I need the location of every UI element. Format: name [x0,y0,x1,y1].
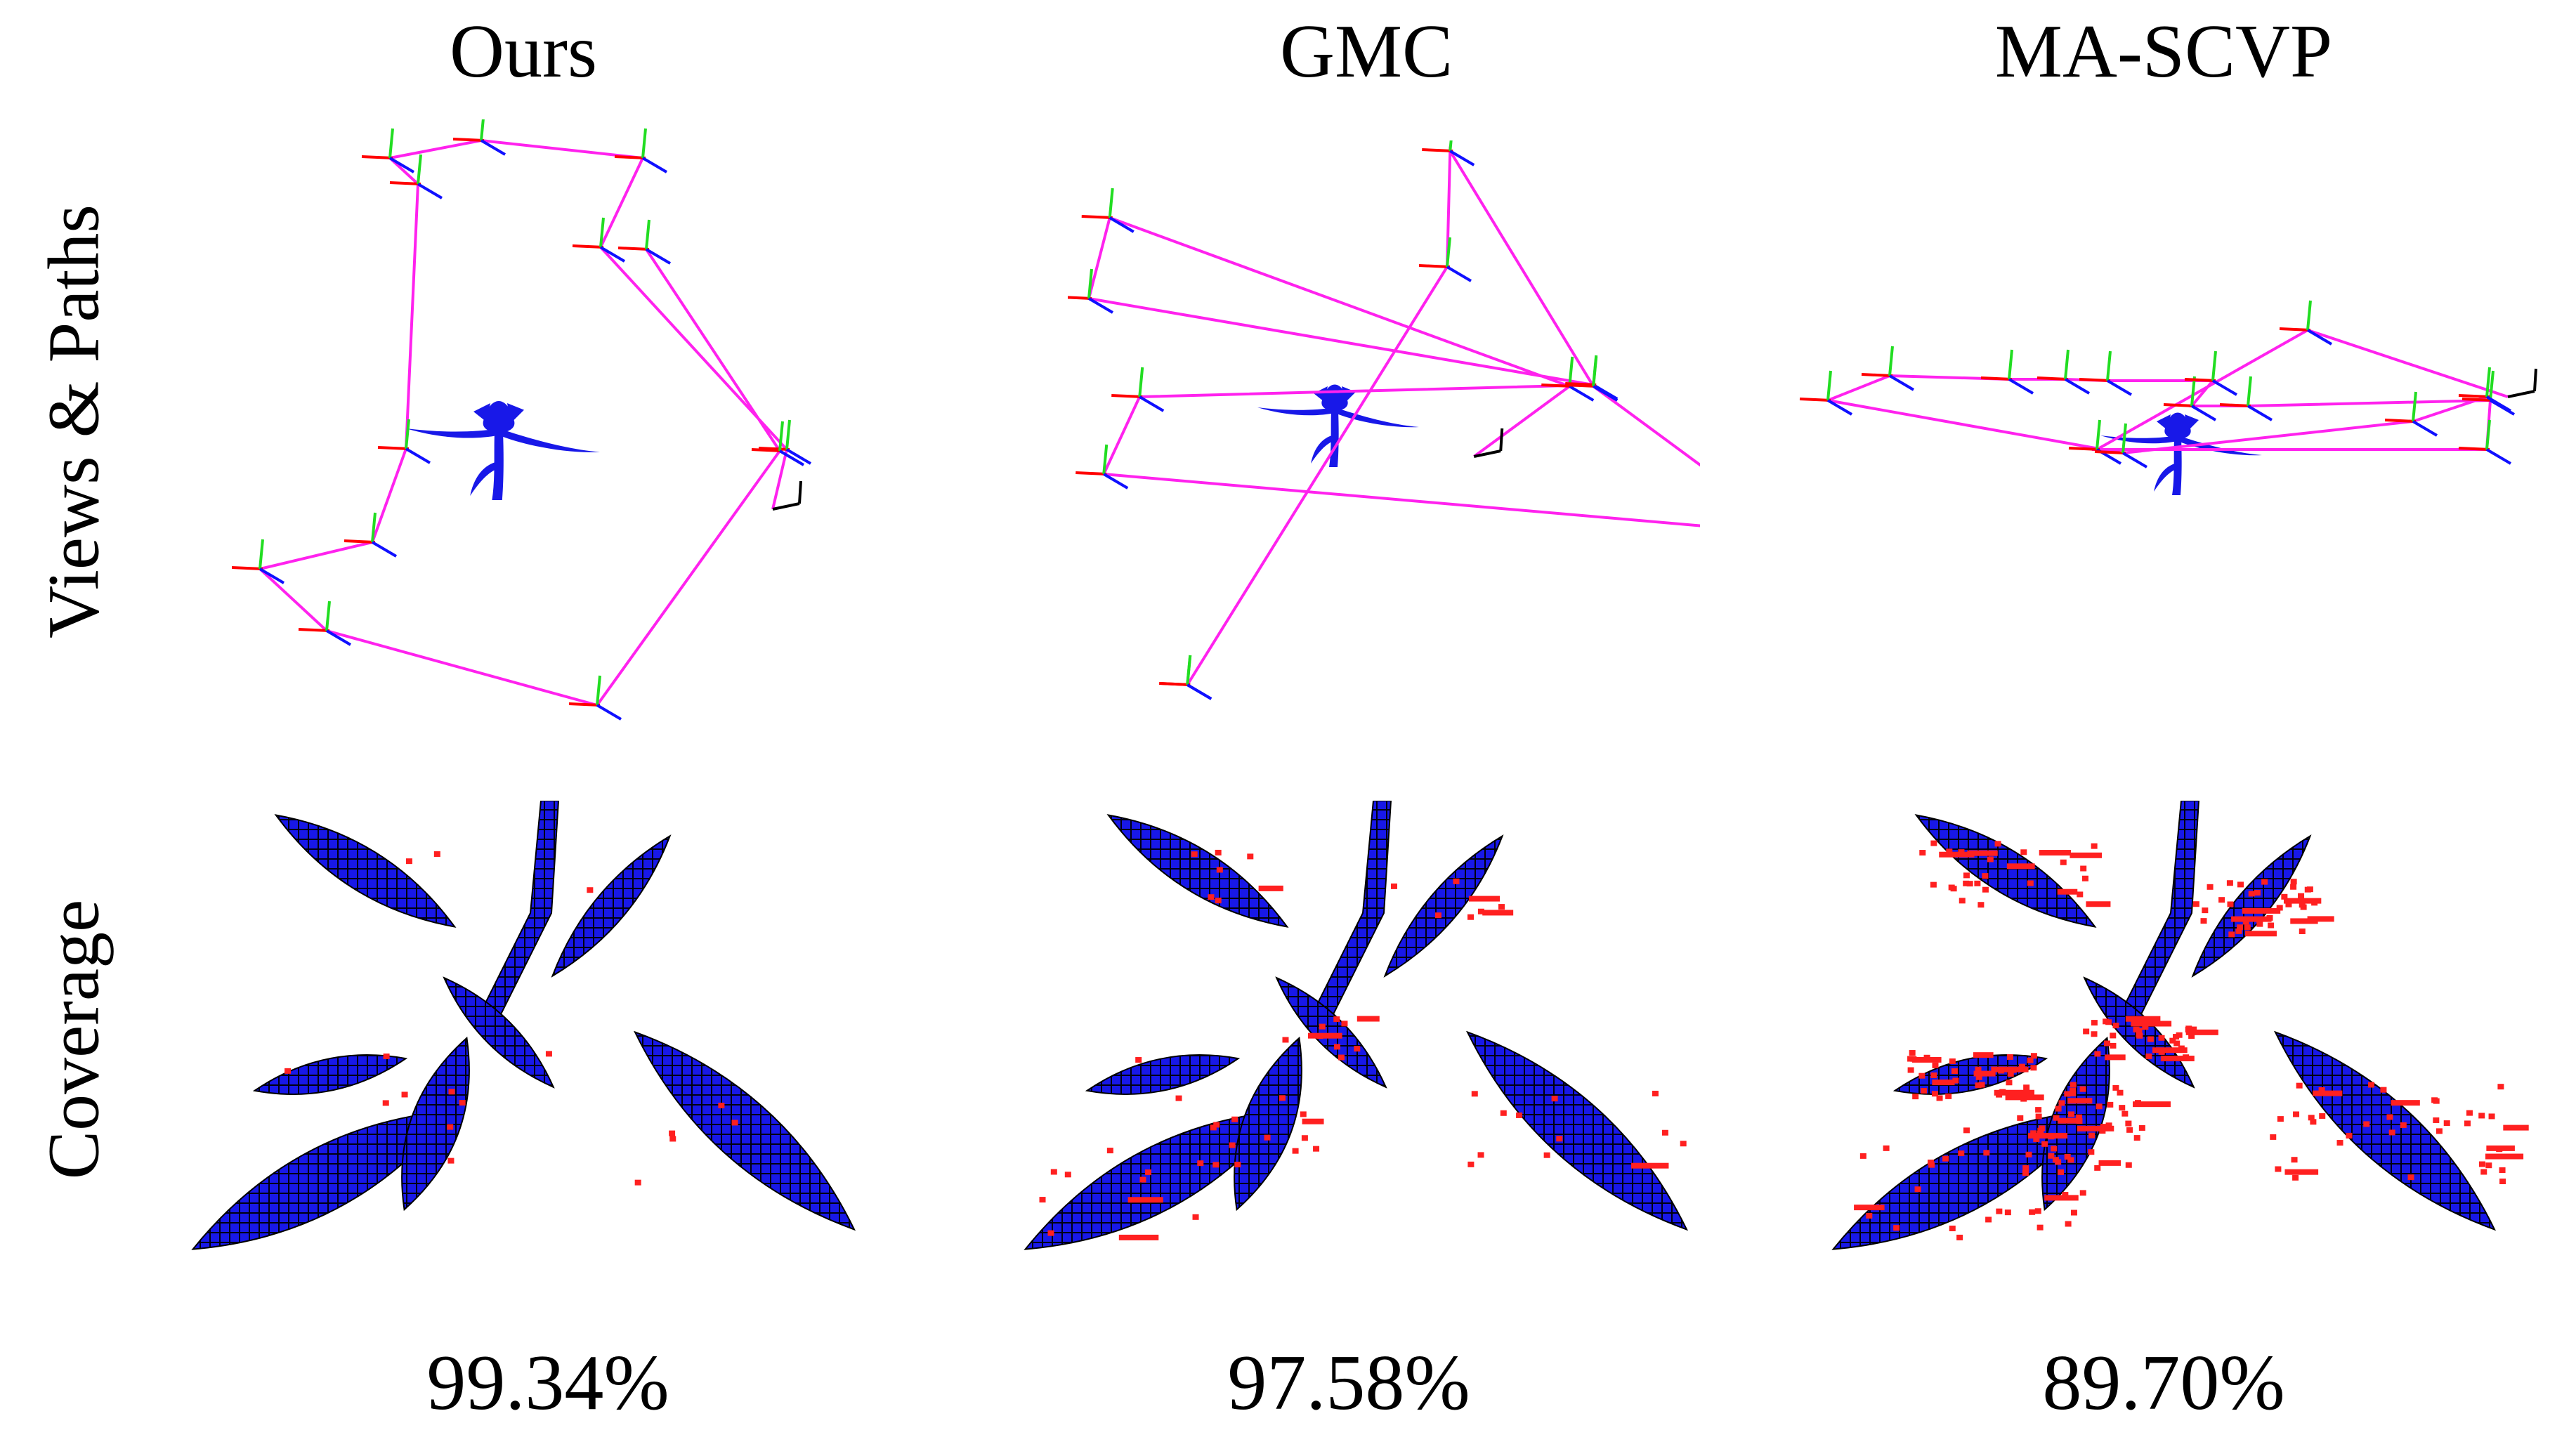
coverage-panel-gmc [994,801,1739,1278]
plant-voxels [1831,801,2497,1250]
viewpoint-marker [389,154,443,199]
viewpoint-marker [1159,655,1212,700]
plant-seedling [1257,384,1419,467]
row-label-views-paths: Views & Paths [33,204,115,638]
coverage-plant-gmc [1024,801,1689,1250]
viewpoint-marker [2458,419,2512,465]
viewpoint-marker [2079,350,2133,396]
viewpoint-marker [2279,300,2333,346]
uncovered-voxels [1854,840,2529,1240]
viewpoint-marker [614,128,668,173]
viewpoint-final-marker [1473,428,1504,458]
viewpoint-marker [1081,188,1135,233]
view-path [1087,146,1700,686]
viewpoint-marker [751,421,805,466]
uncovered-voxels [1039,849,1687,1240]
views-plot-gmc [1068,140,1700,700]
viewpoint-marker [2036,349,2091,395]
viewpoint-marker [1980,349,2034,395]
coverage-panel-ma-scvp [1802,801,2546,1278]
views-panel-ma-scvp [1798,260,2550,541]
viewpoint-marker [2384,391,2438,437]
viewpoint-marker [1159,655,1212,700]
viewpoint-marker [232,539,285,584]
plant-seedling [406,401,600,500]
coverage-panel-ours [162,801,906,1278]
viewpoint-marker [2163,376,2217,421]
viewpoint-marker [1799,370,1853,416]
plant-voxels [191,801,856,1250]
views-plot-ours [232,119,812,721]
viewpoint-marker [2184,350,2238,396]
viewpoint-marker [572,217,626,263]
column-title-ours: Ours [450,10,597,93]
viewpoint-marker [758,419,812,465]
viewpoint-marker [1422,140,1475,166]
viewpoint-marker [1565,356,1619,402]
column-title-gmc: GMC [1279,10,1453,93]
viewpoint-marker [361,128,415,173]
coverage-plant-ours [191,801,856,1250]
coverage-plant-ma-scvp [1831,801,2529,1250]
view-path [256,138,789,707]
viewpoint-marker [2094,423,2148,468]
viewpoint-final-marker [772,480,802,511]
plant-voxels [1024,801,1689,1250]
viewpoint-marker [1068,268,1114,314]
viewpoint-marker [452,119,506,156]
row-label-coverage: Coverage [33,899,115,1180]
coverage-value-gmc: 97.58% [1227,1339,1470,1426]
column-title-ma-scvp: MA-SCVP [1994,10,2333,93]
viewpoint-marker [1111,367,1165,412]
viewpoint-marker [1075,444,1129,490]
views-plot-ma-scvp [1799,300,2537,495]
coverage-value-ma-scvp: 89.70% [2042,1339,2285,1426]
viewpoint-marker [344,512,398,558]
views-panel-gmc [1068,140,1700,752]
viewpoint-marker [1418,237,1472,282]
viewpoint-marker [2458,367,2512,412]
viewpoint-marker [1861,346,1915,391]
viewpoint-marker [568,675,622,721]
uncovered-voxels [285,851,738,1186]
views-panel-ours [232,119,864,737]
viewpoint-final-marker [2507,368,2537,398]
viewpoint-marker [2219,376,2273,421]
coverage-value-ours: 99.34% [426,1339,669,1426]
viewpoint-marker [298,601,352,646]
view-path [1822,328,2509,455]
viewpoint-marker [377,419,431,464]
viewpoint-marker [617,219,672,265]
